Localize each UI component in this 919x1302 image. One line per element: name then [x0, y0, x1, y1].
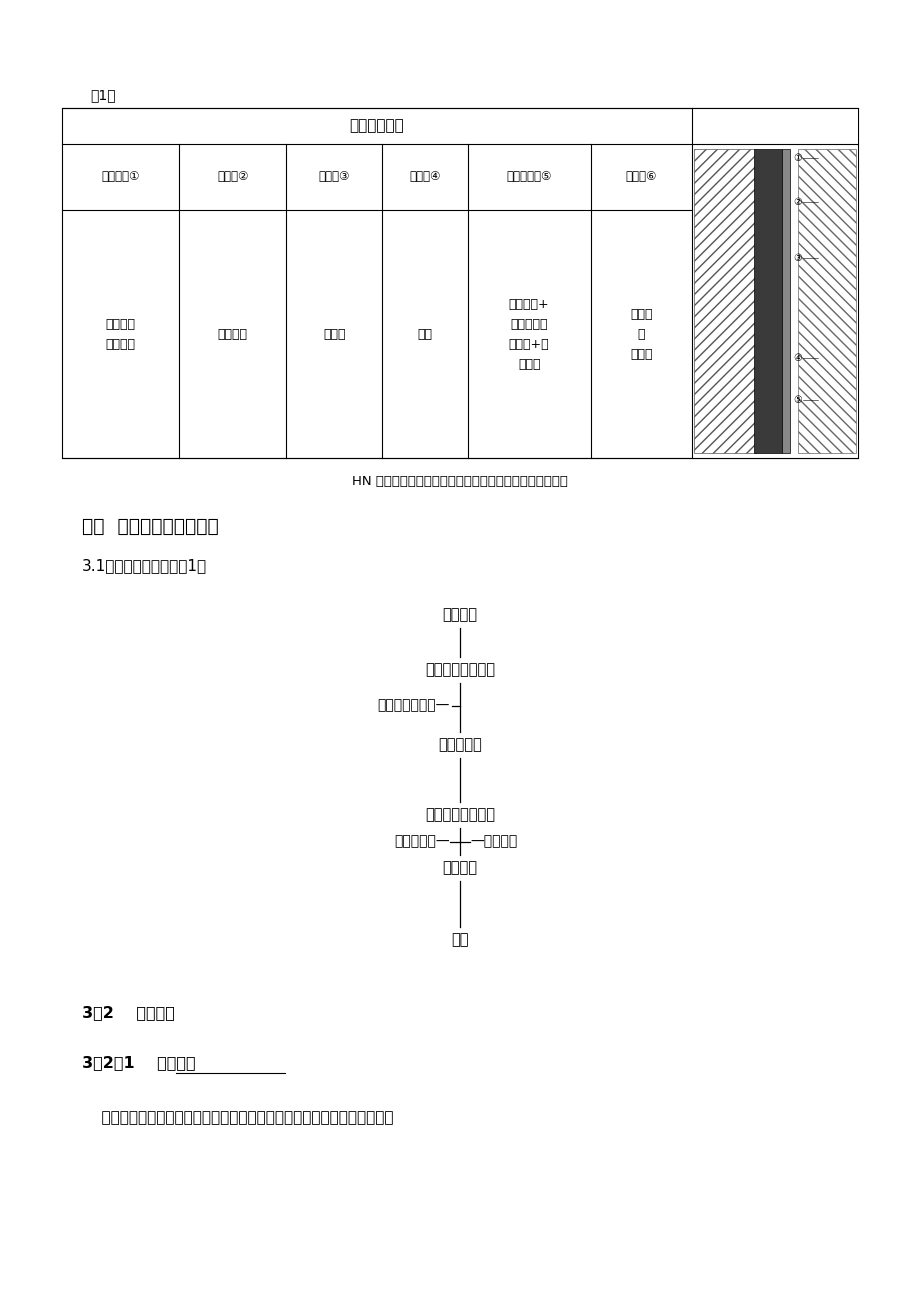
Text: ⑤: ⑤	[792, 395, 800, 405]
Text: ①: ①	[792, 154, 800, 163]
Text: ③: ③	[792, 253, 800, 263]
Text: 系统基本构造: 系统基本构造	[349, 118, 404, 134]
Bar	[754, 148, 781, 453]
Text: 粘板贴岩棉: 粘板贴岩棉	[437, 737, 482, 753]
Text: 对于外墙外保温工程，公司根据具体工程情况成立专门的外墙外保温项目: 对于外墙外保温工程，公司根据具体工程情况成立专门的外墙外保温项目	[82, 1111, 393, 1125]
Bar	[797, 148, 855, 453]
Text: 抹面砂浆+
普通型耐碱
网格布+抹
面砂浆: 抹面砂浆+ 普通型耐碱 网格布+抹 面砂浆	[508, 297, 549, 371]
Text: 岩棉板: 岩棉板	[323, 328, 346, 341]
Text: 图1：: 图1：	[90, 89, 116, 102]
Text: 钻孔及安装固定件: 钻孔及安装固定件	[425, 807, 494, 823]
Text: 3．2    施工要点: 3．2 施工要点	[82, 1005, 175, 1019]
Text: 抹面胶浆: 抹面胶浆	[442, 861, 477, 875]
Text: 吊垂直、弹控制线: 吊垂直、弹控制线	[425, 663, 494, 677]
Text: 三、  施工工艺流程及要点: 三、 施工工艺流程及要点	[82, 517, 219, 536]
Text: —抹面胶浆: —抹面胶浆	[470, 835, 516, 849]
Text: 粘结砂浆: 粘结砂浆	[218, 328, 247, 341]
Text: 基层墙体①: 基层墙体①	[101, 171, 140, 184]
Text: 连接件④: 连接件④	[409, 171, 440, 184]
Bar	[691, 108, 857, 458]
Text: 保温层③: 保温层③	[318, 171, 349, 184]
Text: 3．2．1    施工组织: 3．2．1 施工组织	[82, 1055, 196, 1070]
Bar	[781, 148, 789, 453]
Text: 3.1施工工艺流程（见图1）: 3.1施工工艺流程（见图1）	[82, 559, 207, 573]
Text: 基层处理: 基层处理	[442, 608, 477, 622]
Text: 铺设网格布—: 铺设网格布—	[394, 835, 449, 849]
Bar	[62, 108, 857, 458]
Text: HN 岩棉板薄抹灰外墙外保温系统（幕墙式建筑）基本构造: HN 岩棉板薄抹灰外墙外保温系统（幕墙式建筑）基本构造	[352, 475, 567, 488]
Text: ④: ④	[792, 353, 800, 363]
Text: 抗裂防护层⑤: 抗裂防护层⑤	[505, 171, 551, 184]
Text: ②: ②	[792, 197, 800, 207]
Text: 石材或
玻
璃幕墙: 石材或 玻 璃幕墙	[630, 307, 652, 361]
Bar	[693, 148, 755, 453]
Text: 检查: 检查	[450, 932, 469, 948]
Text: 混凝土墙
或砌体墙: 混凝土墙 或砌体墙	[106, 318, 136, 350]
Text: 粘结层②: 粘结层②	[217, 171, 248, 184]
Text: 锚栓: 锚栓	[417, 328, 432, 341]
Text: 饰面层⑥: 饰面层⑥	[625, 171, 656, 184]
Text: 配专用粘结砂浆—: 配专用粘结砂浆—	[377, 698, 449, 712]
